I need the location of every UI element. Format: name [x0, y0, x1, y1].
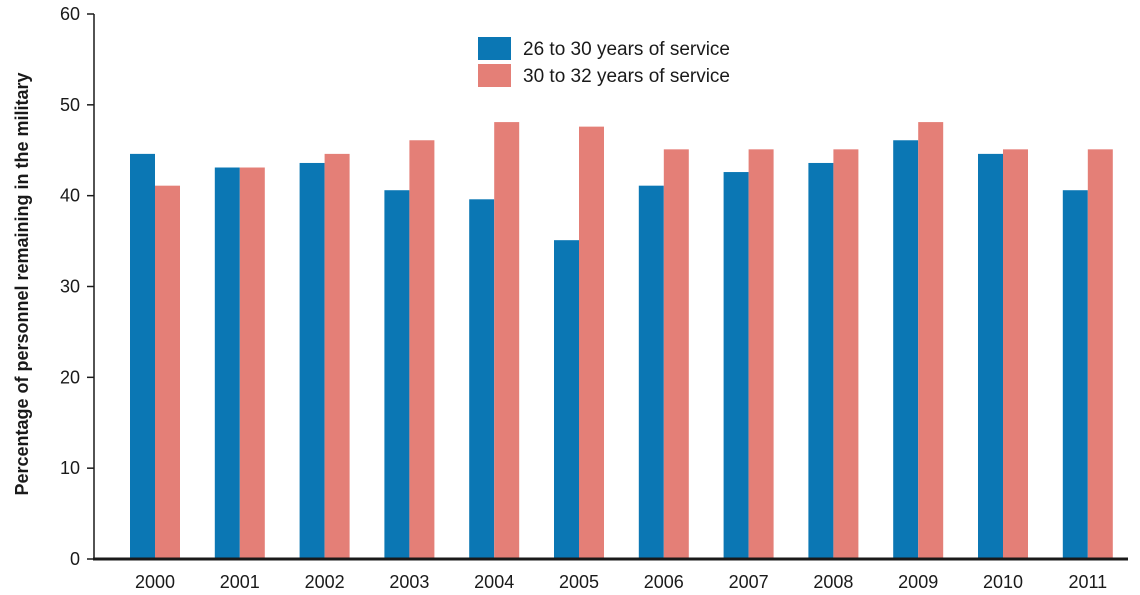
- x-tick-label-2004: 2004: [474, 572, 514, 592]
- bar-2008-series-2: [833, 149, 859, 559]
- bar-2005-series-2: [579, 126, 604, 559]
- bar-2010-series-1: [978, 153, 1003, 559]
- bar-2006-series-1: [638, 185, 664, 560]
- y-tick-label-30: 30: [60, 277, 80, 297]
- bar-2004-series-1: [469, 199, 495, 560]
- bar-2001-series-2: [239, 167, 265, 559]
- x-tick-label-2008: 2008: [813, 572, 853, 592]
- bar-2002-series-2: [324, 153, 350, 559]
- x-tick-label-2002: 2002: [305, 572, 345, 592]
- legend-swatch-series-1: [478, 37, 511, 60]
- bar-2000-series-2: [155, 185, 180, 560]
- bar-2010-series-2: [1003, 149, 1028, 559]
- y-tick-label-0: 0: [70, 549, 80, 569]
- y-tick-label-50: 50: [60, 95, 80, 115]
- y-tick-label-60: 60: [60, 4, 80, 24]
- bar-2003-series-1: [384, 190, 410, 559]
- bar-2007-series-1: [723, 172, 749, 560]
- bar-2009-series-1: [893, 140, 919, 559]
- x-tick-label-2005: 2005: [559, 572, 599, 592]
- bar-2003-series-2: [409, 140, 435, 559]
- bar-2008-series-1: [808, 162, 834, 559]
- bar-2011-series-1: [1062, 190, 1088, 559]
- y-axis-title-group: Percentage of personnel remaining in the…: [12, 72, 32, 495]
- x-tick-label-2000: 2000: [135, 572, 175, 592]
- legend-swatch-series-2: [478, 64, 511, 87]
- x-tick-label-2007: 2007: [729, 572, 769, 592]
- x-tick-label-2011: 2011: [1068, 572, 1107, 592]
- legend-label-series-2: 30 to 32 years of service: [523, 66, 730, 87]
- x-tick-label-2009: 2009: [898, 572, 938, 592]
- y-tick-label-20: 20: [60, 367, 80, 387]
- bar-2004-series-2: [494, 122, 520, 559]
- bar-2006-series-2: [663, 149, 689, 559]
- bar-2005-series-1: [554, 240, 579, 560]
- x-tick-label-2001: 2001: [220, 572, 260, 592]
- bar-2001-series-1: [214, 167, 240, 559]
- x-tick-label-2006: 2006: [644, 572, 684, 592]
- legend-label-series-1: 26 to 30 years of service: [523, 39, 730, 60]
- plot-area: 2000 2001 2002 2003 2004 2005 2006 2007 2008 2009…: [60, 4, 1128, 592]
- bar-2009-series-2: [918, 122, 944, 559]
- y-tick-label-40: 40: [60, 186, 80, 206]
- x-tick-label-2003: 2003: [389, 572, 429, 592]
- legend: 26 to 30 years of service 30 to 32 years …: [478, 37, 730, 87]
- y-tick-label-10: 10: [60, 458, 80, 478]
- bar-2000-series-1: [130, 153, 155, 559]
- bar-2011-series-2: [1087, 149, 1113, 559]
- y-axis-title: Percentage of personnel remaining in the…: [12, 72, 32, 495]
- x-tick-label-2010: 2010: [983, 572, 1023, 592]
- bar-2002-series-1: [299, 162, 325, 559]
- bar-2007-series-2: [748, 149, 774, 559]
